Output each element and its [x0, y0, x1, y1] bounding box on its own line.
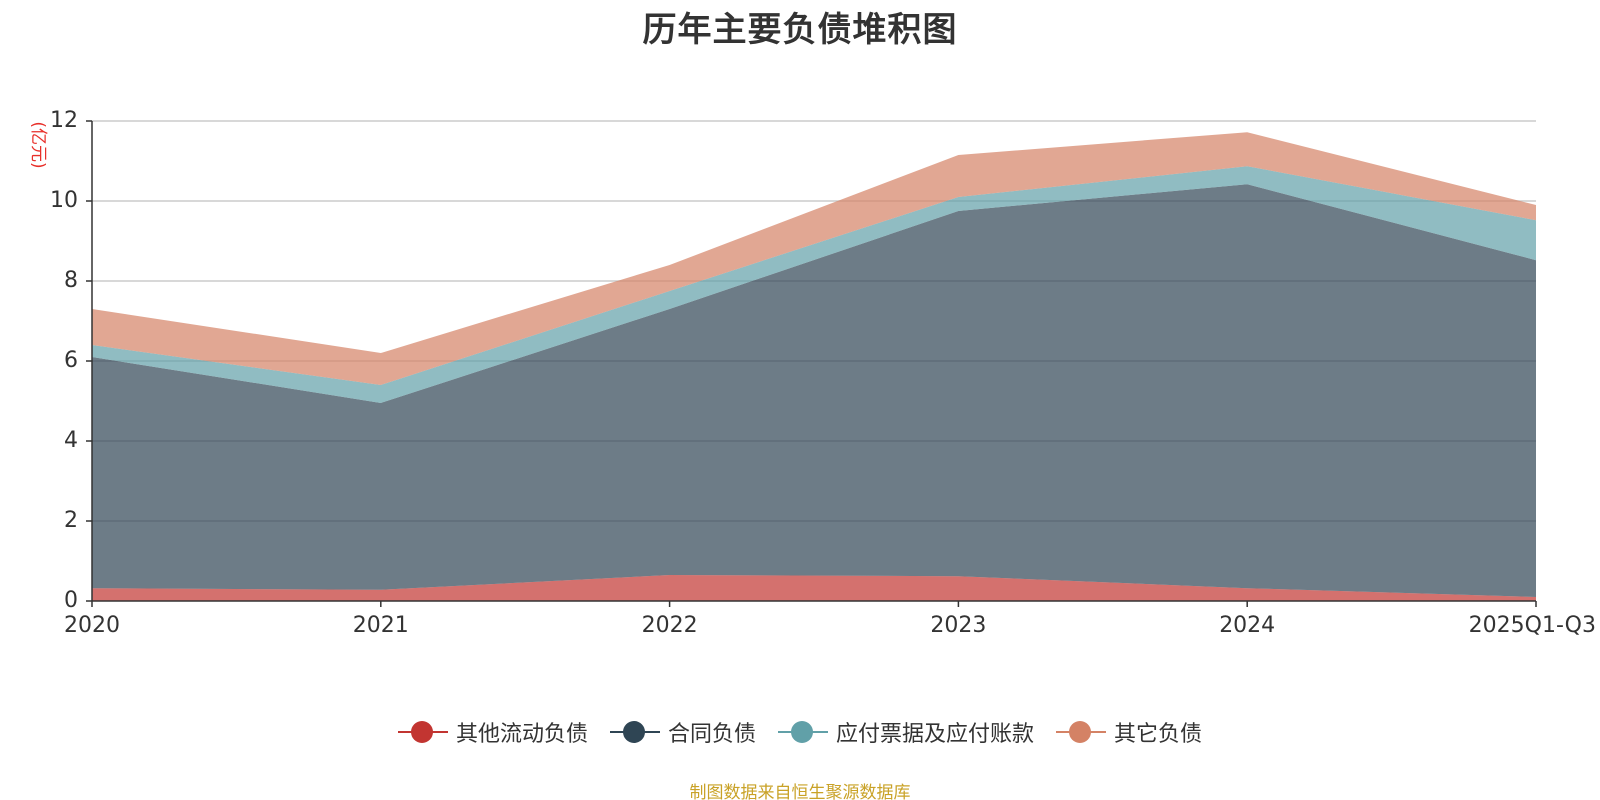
series-areas — [92, 132, 1536, 601]
legend-item-other-current-liabilities[interactable]: 其他流动负债 — [397, 716, 588, 748]
legend-label: 其它负债 — [1114, 722, 1203, 747]
legend-label: 其他流动负债 — [455, 722, 588, 747]
tick-labels: 0 2 4 6 8 10 12 2020 2021 2022 2023 2024 2025Q1-Q3 — [50, 108, 1596, 638]
y-tick-label: 8 — [64, 268, 78, 293]
data-source-note: 制图数据来自恒生聚源数据库 — [689, 783, 911, 800]
y-tick-label: 10 — [50, 188, 78, 213]
legend-item-contract-liabilities[interactable]: 合同负债 — [609, 716, 756, 748]
series-area-2 — [92, 166, 1536, 403]
legend-marker-icon — [609, 720, 660, 744]
y-tick-label: 0 — [64, 588, 78, 613]
legend: 其他流动负债 合同负债 应付票据及应付账款 其它负债 — [0, 716, 1600, 748]
x-tick-label: 2021 — [353, 613, 409, 638]
legend-label: 合同负债 — [667, 722, 756, 747]
axes — [86, 120, 1537, 607]
legend-marker-icon — [778, 720, 828, 744]
legend-marker-icon — [397, 720, 448, 744]
y-tick-label: 6 — [64, 348, 78, 373]
series-area-0 — [92, 575, 1536, 601]
x-tick-label: 2020 — [64, 613, 120, 638]
y-axis-label: (亿元) — [28, 121, 48, 168]
y-tick-label: 2 — [64, 508, 78, 533]
x-tick-label: 2022 — [642, 613, 698, 638]
legend-item-notes-and-accounts-payable[interactable]: 应付票据及应付账款 — [778, 716, 1034, 748]
x-tick-label: 2025Q1-Q3 — [1469, 613, 1596, 638]
y-tick-label: 4 — [64, 428, 78, 453]
x-tick-label: 2024 — [1219, 613, 1275, 638]
legend-marker-icon — [1056, 720, 1107, 744]
legend-label: 应付票据及应付账款 — [836, 722, 1035, 747]
legend-item-other-liabilities[interactable]: 其它负债 — [1056, 716, 1202, 748]
y-tick-label: 12 — [50, 108, 78, 133]
chart-title: 历年主要负债堆积图 — [642, 10, 958, 50]
series-area-3 — [92, 132, 1536, 385]
x-tick-label: 2023 — [930, 613, 986, 638]
series-area-1 — [92, 184, 1536, 597]
